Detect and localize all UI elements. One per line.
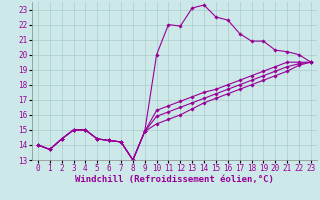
X-axis label: Windchill (Refroidissement éolien,°C): Windchill (Refroidissement éolien,°C) [75, 175, 274, 184]
